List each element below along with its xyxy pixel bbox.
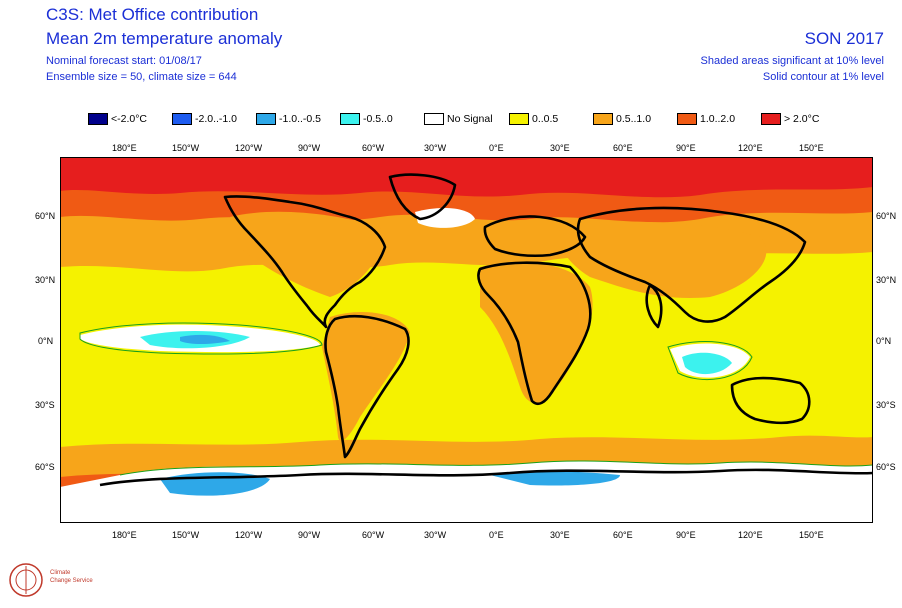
lon-label-bottom: 120°E: [738, 530, 763, 540]
significance-shaded-note: Shaded areas significant at 10% level: [700, 55, 884, 67]
lon-label-top: 60°E: [613, 143, 633, 153]
lon-label-bottom: 30°E: [550, 530, 570, 540]
anomaly-fill-africa: [480, 262, 593, 404]
lon-label-bottom: 30°W: [424, 530, 447, 540]
lon-label-bottom: 0°E: [489, 530, 504, 540]
lat-label-right: 60°N: [876, 211, 897, 221]
coast-africa: [477, 261, 592, 405]
season-label: SON 2017: [804, 29, 884, 48]
lon-label-bottom: 60°W: [362, 530, 385, 540]
legend-swatch: [509, 113, 529, 125]
map-frame: [60, 157, 873, 523]
lon-label-bottom: 60°E: [613, 530, 633, 540]
lon-label-top: 30°W: [424, 143, 447, 153]
anomaly-fill-pacific-cold: [180, 334, 230, 344]
lon-label-bottom: 180°E: [112, 530, 137, 540]
coast-north-america: [223, 195, 387, 329]
lon-label-top: 180°E: [112, 143, 137, 153]
lat-label-left: 0°N: [38, 336, 54, 346]
lat-label-right: 30°S: [876, 400, 896, 410]
logo-text-line1: Climate: [50, 570, 71, 576]
copernicus-climate-logo: Climate Change Service: [4, 556, 114, 604]
lon-label-top: 150°W: [172, 143, 200, 153]
lat-label-right: 30°N: [876, 275, 897, 285]
legend-label: 0..0.5: [532, 113, 559, 125]
forecast-start-text: Nominal forecast start: 01/08/17: [46, 55, 202, 67]
legend-swatch: [88, 113, 108, 125]
anomaly-fill-asia: [558, 221, 767, 298]
significance-contour-note: Solid contour at 1% level: [762, 71, 884, 83]
legend-swatch: [424, 113, 444, 125]
map-title: C3S: Met Office contribution: [46, 5, 259, 24]
coastlines: [99, 173, 873, 487]
lon-label-bottom: 90°W: [298, 530, 321, 540]
map-subtitle: Mean 2m temperature anomaly: [46, 29, 283, 48]
legend-label: 1.0..2.0: [700, 113, 736, 125]
legend-swatch: [761, 113, 781, 125]
legend-label: -1.0..-0.5: [279, 113, 322, 125]
lat-label-left: 60°N: [35, 211, 56, 221]
legend-label: -0.5..0: [363, 113, 393, 125]
lon-label-bottom: 150°E: [799, 530, 824, 540]
legend-item: 0..0.5: [509, 110, 558, 128]
legend-item: -2.0..-1.0: [172, 110, 237, 128]
lon-label-top: 150°E: [799, 143, 824, 153]
coast-greenland: [388, 173, 457, 221]
ensemble-size-text: Ensemble size = 50, climate size = 644: [46, 71, 237, 83]
anomaly-fill-north-america: [230, 211, 382, 297]
lon-label-top: 90°E: [676, 143, 696, 153]
coast-antarctica: [99, 468, 873, 487]
lon-label-top: 60°W: [362, 143, 385, 153]
coast-asia: [576, 206, 807, 323]
legend-item: 0.5..1.0: [593, 110, 651, 128]
legend-swatch: [593, 113, 613, 125]
lon-label-top: 30°E: [550, 143, 570, 153]
legend-swatch: [340, 113, 360, 125]
anomaly-fill-south-america: [322, 312, 410, 441]
lon-label-top: 0°E: [489, 143, 504, 153]
legend-swatch: [677, 113, 697, 125]
lon-label-bottom: 120°W: [235, 530, 263, 540]
legend-label: -2.0..-1.0: [195, 113, 238, 125]
lon-label-top: 90°W: [298, 143, 321, 153]
logo-mark-icon: [9, 563, 43, 597]
legend-label: > 2.0°C: [784, 113, 820, 125]
legend-label: <-2.0°C: [111, 113, 148, 125]
lon-label-top: 120°W: [235, 143, 263, 153]
coast-europe: [483, 215, 587, 258]
temperature-anomaly-map: [60, 157, 873, 523]
significance-contours: [79, 322, 873, 476]
lat-label-right: 60°S: [876, 462, 896, 472]
contour-southern: [119, 460, 873, 476]
coast-south-america: [324, 314, 410, 459]
contour-indian: [667, 341, 753, 380]
anomaly-fill-gt-2.0: [60, 157, 873, 198]
legend-item: -1.0..-0.5: [256, 110, 321, 128]
legend-item: 1.0..2.0: [677, 110, 735, 128]
lon-label-top: 120°E: [738, 143, 763, 153]
lon-label-bottom: 90°E: [676, 530, 696, 540]
legend-item: No Signal: [424, 110, 493, 128]
lon-label-bottom: 150°W: [172, 530, 200, 540]
legend-item: > 2.0°C: [761, 110, 819, 128]
contour-pacific: [79, 322, 323, 355]
lat-label-left: 30°N: [35, 275, 56, 285]
coast-india: [645, 283, 663, 329]
coast-australia: [730, 376, 811, 425]
logo-text-line2: Change Service: [50, 578, 93, 584]
legend-label: 0.5..1.0: [616, 113, 652, 125]
legend-item: -0.5..0: [340, 110, 393, 128]
legend-label: No Signal: [447, 113, 493, 125]
color-legend: <-2.0°C -2.0..-1.0 -1.0..-0.5 -0.5..0 No…: [88, 110, 848, 128]
legend-swatch: [172, 113, 192, 125]
legend-swatch: [256, 113, 276, 125]
anomaly-fill-atlantic-nosignal: [415, 207, 475, 228]
lat-label-left: 30°S: [35, 400, 55, 410]
lat-label-right: 0°N: [876, 336, 892, 346]
anomaly-fill-indian-cool: [682, 352, 732, 375]
lat-label-left: 60°S: [35, 462, 55, 472]
anomaly-fill-antarctic-cold-east: [490, 471, 620, 486]
legend-item: <-2.0°C: [88, 110, 147, 128]
